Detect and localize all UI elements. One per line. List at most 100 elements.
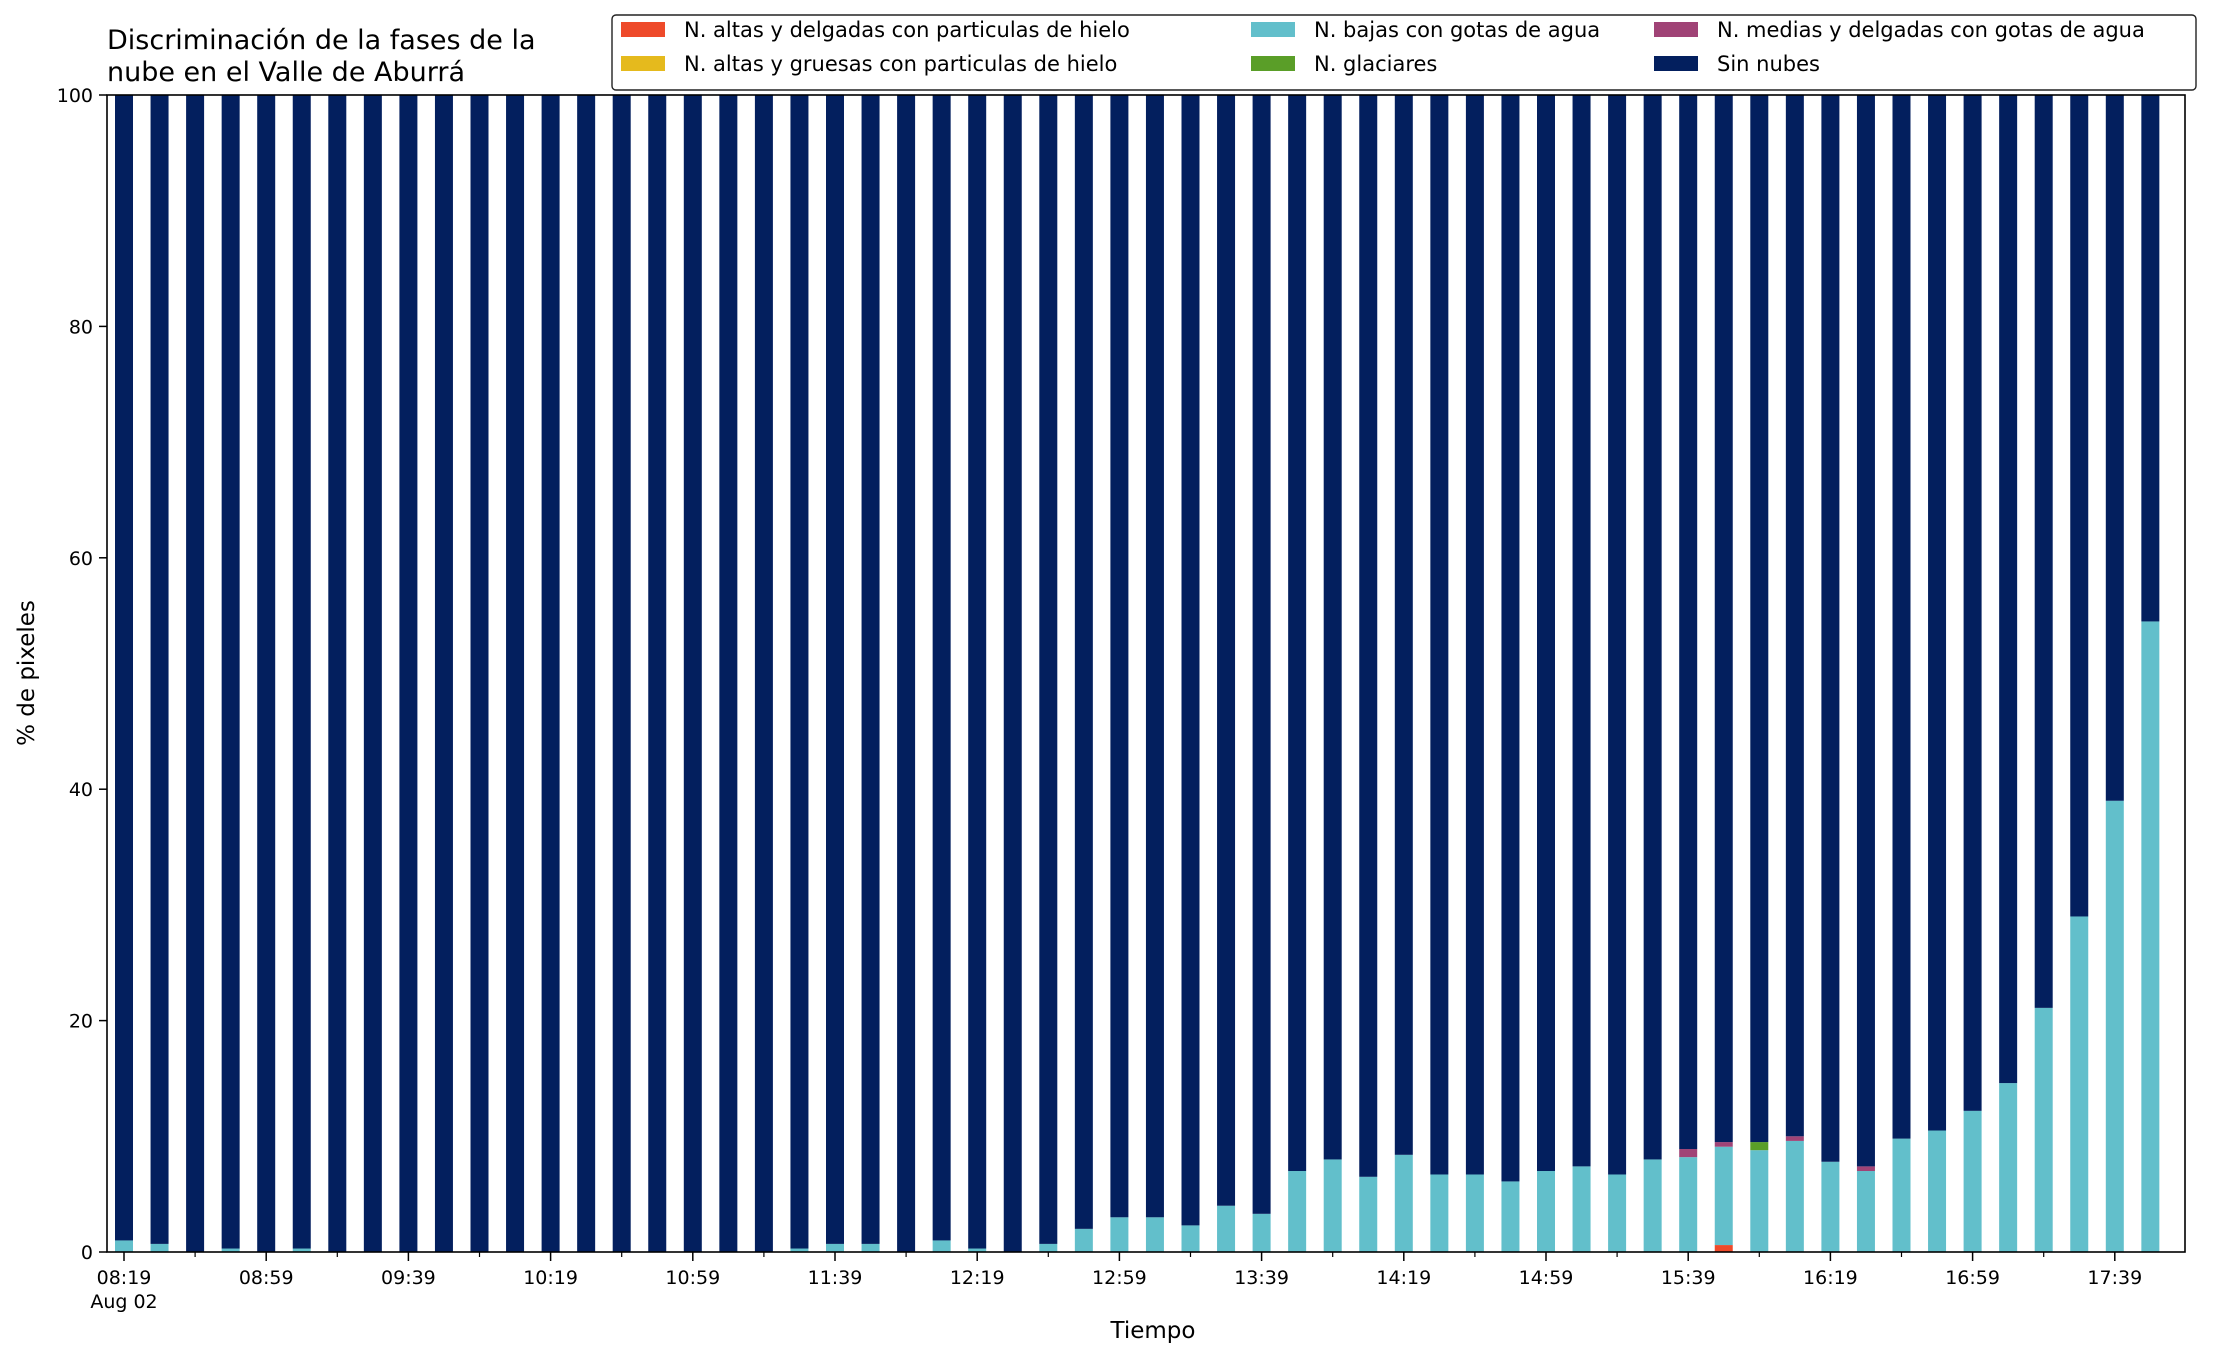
bar-segment [1928, 1130, 1947, 1252]
legend-label: N. altas y gruesas con particulas de hie… [684, 52, 1117, 76]
legend: N. altas y delgadas con particulas de hi… [611, 14, 2197, 91]
bar-segment [1856, 95, 1875, 1167]
bar-segment [1465, 95, 1484, 1175]
bar-segment [2141, 95, 2160, 622]
x-tick-label: 08:19 [97, 1267, 152, 1289]
bar-segment [1501, 1181, 1520, 1252]
bar-segment [115, 1240, 133, 1252]
bar-segment [754, 95, 773, 1252]
bar-segment [1039, 1243, 1058, 1252]
y-tick-label: 100 [57, 85, 93, 107]
chart-title-line: nube en el Valle de Aburrá [107, 57, 465, 88]
bar-segment [1714, 1245, 1733, 1252]
bar-segment [1928, 95, 1947, 1131]
x-tick-label: 15:39 [1661, 1267, 1716, 1289]
bar-segment [1501, 95, 1520, 1182]
bar-segment [1856, 1171, 1875, 1252]
bar-segment [1217, 1205, 1236, 1252]
bar-segment [1074, 95, 1093, 1229]
bar-segment [1714, 95, 1733, 1143]
bar-segment [1074, 1228, 1093, 1252]
bar-segment [1145, 1217, 1164, 1252]
x-tick-label: 14:59 [1519, 1267, 1574, 1289]
bar-segment [470, 95, 489, 1252]
bar-segment [2105, 800, 2124, 1252]
bar-segment [221, 1248, 240, 1252]
bar-segment [577, 95, 596, 1252]
bar-segment [1572, 1166, 1591, 1252]
legend-frame [611, 14, 2197, 91]
legend-label: N. medias y delgadas con gotas de agua [1717, 18, 2145, 42]
bar-segment [1679, 1149, 1698, 1158]
bar-segment [1608, 95, 1627, 1175]
y-axis-label: % de pixeles [14, 600, 40, 746]
x-tick-label: 12:59 [1092, 1267, 1147, 1289]
bar-segment [1288, 1171, 1307, 1252]
legend-label: N. glaciares [1314, 52, 1437, 76]
bar-segment [932, 95, 951, 1241]
bar-segment [1181, 95, 1200, 1226]
bar-segment [1608, 1174, 1627, 1252]
bar-segment [292, 95, 311, 1249]
legend-swatch [1251, 56, 1295, 71]
bar-segment [1856, 1166, 1875, 1172]
y-tick-label: 60 [69, 548, 93, 570]
bar-segment [1572, 95, 1591, 1167]
legend-swatch [1654, 56, 1698, 71]
bar-segment [1999, 1083, 2018, 1252]
bar-segment [1679, 95, 1698, 1150]
bar-segment [1714, 1146, 1733, 1246]
bar-segment [434, 95, 453, 1252]
bar-segment [683, 95, 702, 1252]
bar-segment [1821, 95, 1840, 1162]
bar-segment [221, 95, 240, 1249]
x-tick-label: 17:39 [2087, 1267, 2142, 1289]
bar-segment [1785, 1140, 1804, 1252]
bar-segment [1892, 1138, 1911, 1252]
x-tick-sublabel: Aug 02 [90, 1291, 157, 1313]
y-tick-label: 0 [81, 1242, 93, 1264]
bar-segment [2070, 916, 2089, 1252]
bar-segment [1537, 95, 1555, 1172]
bar-segment [328, 95, 347, 1252]
bar-segment [1145, 95, 1164, 1218]
bar-segment [1039, 95, 1058, 1244]
bar-segment [1110, 1217, 1129, 1252]
bar-segment [1288, 95, 1307, 1172]
bar-segment [506, 95, 525, 1252]
y-tick-label: 20 [69, 1011, 93, 1033]
x-tick-label: 11:39 [808, 1267, 863, 1289]
x-tick-label: 10:59 [665, 1267, 720, 1289]
bar-segment [2070, 95, 2089, 917]
bar-segment [897, 95, 916, 1252]
bar-segment [1537, 1171, 1555, 1252]
bar-segment [1999, 95, 2018, 1084]
bar-segment [1359, 95, 1378, 1177]
bar-segment [790, 1248, 809, 1252]
legend-label: Sin nubes [1717, 52, 1820, 76]
bar-segment [1679, 1157, 1698, 1252]
legend-swatch [1654, 22, 1698, 37]
plot-frame [106, 94, 2186, 1253]
x-tick-label: 14:19 [1376, 1267, 1431, 1289]
bar-segment [541, 95, 560, 1252]
x-tick-label: 09:39 [381, 1267, 436, 1289]
bar-segment [1785, 1136, 1804, 1141]
x-axis-label: Tiempo [1110, 1318, 1196, 1344]
chart-title-line: Discriminación de la fases de la [107, 25, 536, 56]
bar-segment [115, 95, 133, 1241]
bar-segment [612, 95, 631, 1252]
bar-segment [1643, 95, 1662, 1160]
y-tick-label: 40 [69, 779, 93, 801]
bar-segment [1963, 1110, 1982, 1252]
x-tick-label: 16:19 [1803, 1267, 1858, 1289]
legend-label: N. bajas con gotas de agua [1314, 18, 1600, 42]
legend-label: N. altas y delgadas con particulas de hi… [684, 18, 1130, 42]
bar-segment [2105, 95, 2124, 801]
bar-segment [2141, 621, 2160, 1252]
bar-segment [150, 1243, 169, 1252]
bar-segment [257, 95, 276, 1252]
bar-segment [826, 95, 844, 1244]
